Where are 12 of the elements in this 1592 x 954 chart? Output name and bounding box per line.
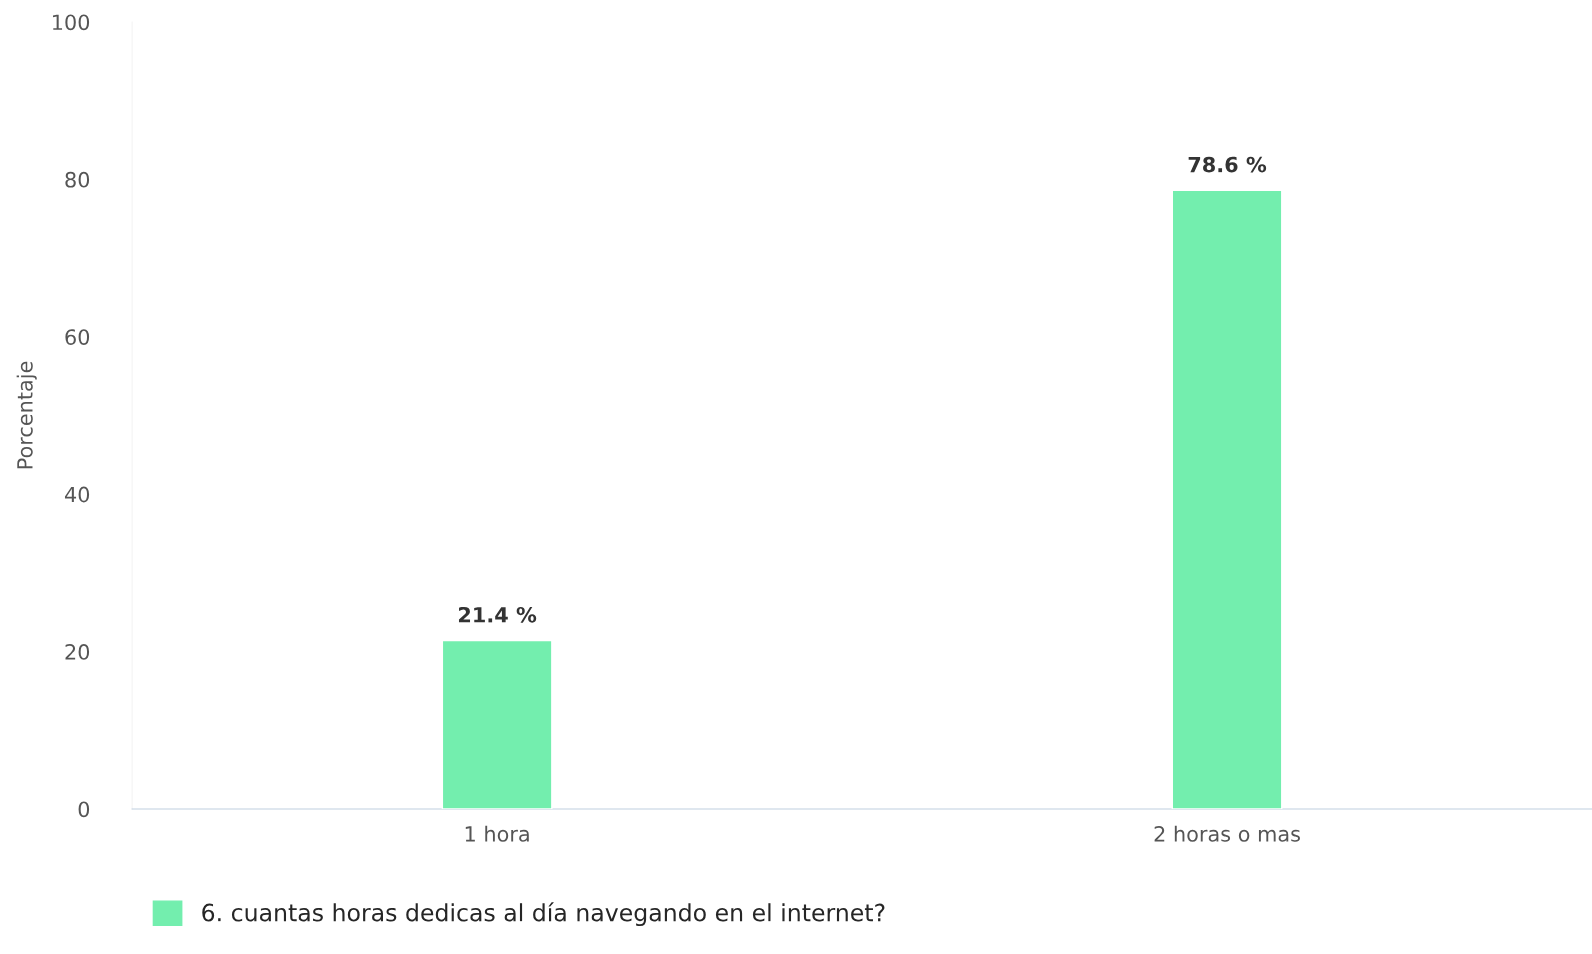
y-tick-label: 40 bbox=[64, 486, 90, 503]
x-tick-label: 1 hora bbox=[465, 825, 529, 842]
y-axis-title: Porcentaje bbox=[16, 361, 37, 469]
data-label: 78.6 % bbox=[1188, 156, 1267, 173]
y-tick-label: 80 bbox=[65, 171, 90, 188]
y-tick-label: 60 bbox=[65, 329, 90, 345]
data-label: 21.4 % bbox=[458, 606, 537, 623]
y-tick-label: 20 bbox=[65, 644, 90, 660]
legend-label: 6. cuantas horas dedicas al día navegando en el internet? bbox=[202, 902, 885, 927]
y-tick-label: 0 bbox=[78, 801, 90, 818]
x-tick-label: 2 horas o mas bbox=[1154, 825, 1300, 842]
y-tick-label: 100 bbox=[52, 14, 90, 31]
